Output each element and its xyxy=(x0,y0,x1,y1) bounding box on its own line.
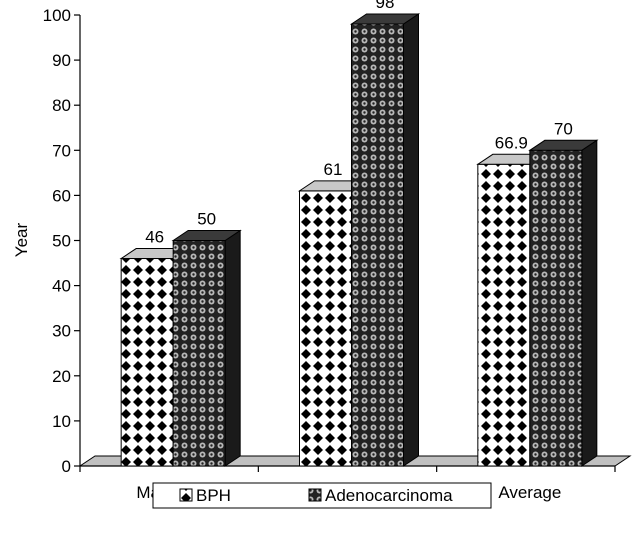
x-tick-label: Average xyxy=(498,483,561,502)
bar-adenocarcinoma xyxy=(528,139,599,467)
legend: BPH Adenocarcinoma xyxy=(152,482,492,509)
y-axis-label: Year xyxy=(12,222,31,257)
data-label: 46 xyxy=(145,228,164,247)
bar-adenocarcinoma xyxy=(171,229,242,467)
legend-swatch-bph xyxy=(179,488,193,502)
y-tick-label: 80 xyxy=(52,96,71,115)
bars: 46 50 61 98 66.9 70 xyxy=(119,0,599,467)
legend-label-adenocarcinoma: Adenocarcinoma xyxy=(325,486,453,505)
y-tick-label: 100 xyxy=(43,6,71,25)
y-tick-label: 40 xyxy=(52,277,71,296)
data-label: 61 xyxy=(324,160,343,179)
y-tick-label: 0 xyxy=(62,457,71,476)
legend-label-bph: BPH xyxy=(196,486,231,505)
data-label: 50 xyxy=(197,210,216,229)
bar-adenocarcinoma xyxy=(349,13,421,467)
y-tick-label: 50 xyxy=(52,232,71,251)
y-axis: 0 10 20 30 40 50 60 70 80 90 100 xyxy=(43,6,81,476)
y-tick-label: 20 xyxy=(52,367,71,386)
y-tick-label: 60 xyxy=(52,186,71,205)
y-tick-label: 10 xyxy=(52,412,71,431)
data-label: 70 xyxy=(554,119,573,138)
y-tick-label: 70 xyxy=(52,141,71,160)
y-tick-label: 30 xyxy=(52,322,71,341)
y-tick-label: 90 xyxy=(52,51,71,70)
legend-swatch-adenocarcinoma xyxy=(308,488,322,502)
data-label: 98 xyxy=(376,0,395,12)
data-label: 66.9 xyxy=(495,133,528,152)
legend-box xyxy=(152,482,492,509)
